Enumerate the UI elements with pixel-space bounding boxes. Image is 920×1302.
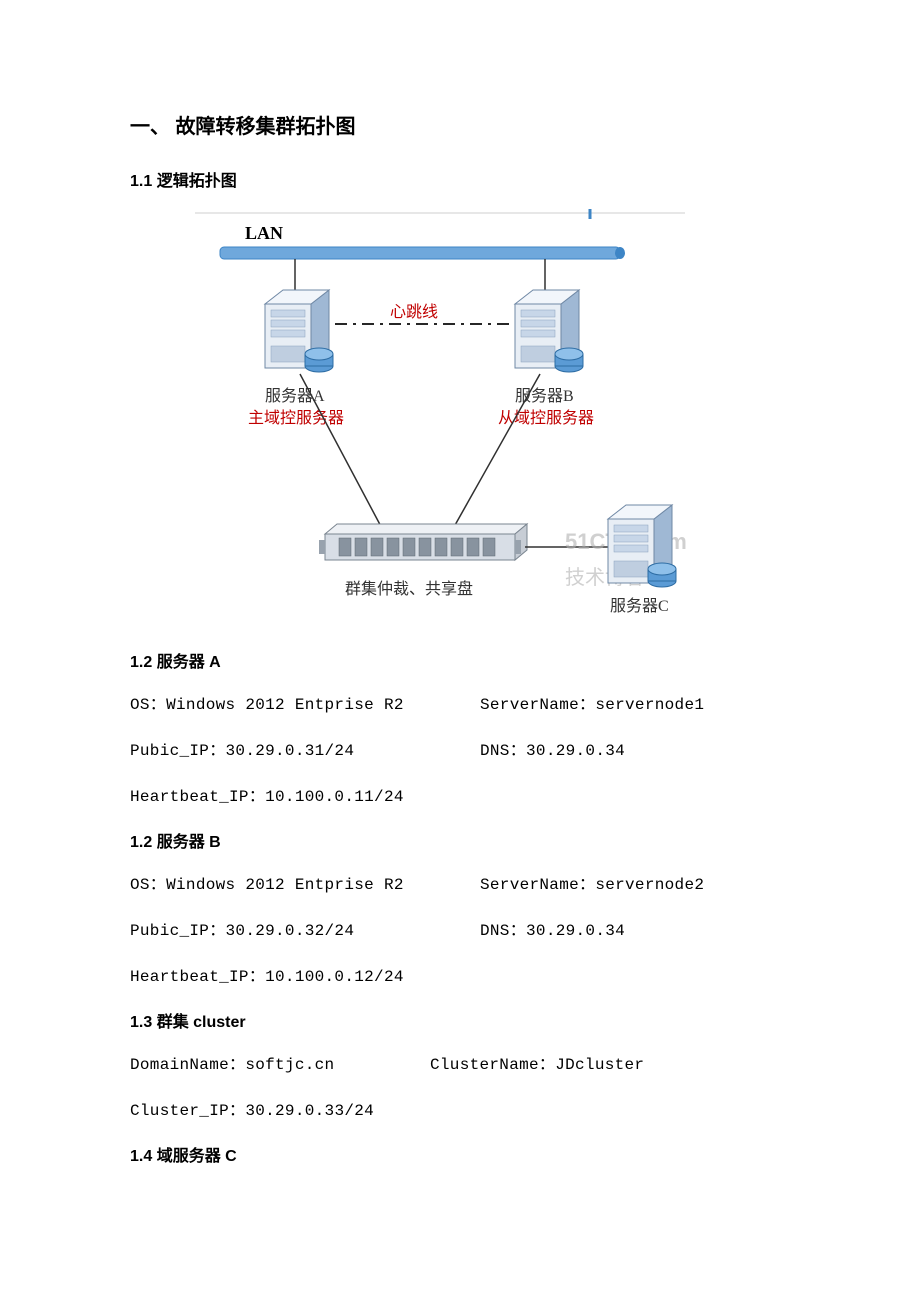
svg-text:服务器A: 服务器A <box>265 387 325 405</box>
page: 一、 故障转移集群拓扑图 1.1 逻辑拓扑图 LAN 心跳线服务器A 主域控服务器服… <box>0 0 920 1224</box>
label: Heartbeat_IP： <box>130 788 265 806</box>
value: 10.100.0.12/24 <box>265 968 404 986</box>
value: servernode1 <box>595 696 704 714</box>
label: ServerName： <box>480 876 595 894</box>
label: Heartbeat_IP： <box>130 968 265 986</box>
svg-text:心跳线: 心跳线 <box>390 303 438 321</box>
main-heading: 一、 故障转移集群拓扑图 <box>130 110 790 139</box>
heading-1-2a: 1.2 服务器 A <box>130 648 790 672</box>
cluster-domain: DomainName：softjc.cn <box>130 1050 430 1074</box>
server-a-row-2: Pubic_IP：30.29.0.31/24 DNS：30.29.0.34 <box>130 736 790 760</box>
topology-diagram: LAN心跳线服务器A主域控服务器服务器B从域控服务器群集仲裁、共享盘51CTO.… <box>190 209 790 624</box>
server-b-hb: Heartbeat_IP：10.100.0.12/24 <box>130 962 790 986</box>
cluster-ip: Cluster_IP：30.29.0.33/24 <box>130 1096 790 1120</box>
server-a-dns: DNS：30.29.0.34 <box>480 736 790 760</box>
server-b-pubip: Pubic_IP：30.29.0.32/24 <box>130 916 480 940</box>
server-a-row-1: OS：Windows 2012 Entprise R2 ServerName：s… <box>130 690 790 714</box>
value: 30.29.0.31/24 <box>226 742 355 760</box>
server-a-name: ServerName：servernode1 <box>480 690 790 714</box>
server-b-dns: DNS：30.29.0.34 <box>480 916 790 940</box>
label: Pubic_IP： <box>130 742 226 760</box>
heading-1-4: 1.4 域服务器 C <box>130 1142 790 1166</box>
label: DNS： <box>480 922 526 940</box>
value: 30.29.0.33/24 <box>245 1102 374 1120</box>
server-a-pubip: Pubic_IP：30.29.0.31/24 <box>130 736 480 760</box>
label: ClusterName： <box>430 1056 555 1074</box>
label: ServerName： <box>480 696 595 714</box>
label: Pubic_IP： <box>130 922 226 940</box>
label: DNS： <box>480 742 526 760</box>
svg-text:LAN: LAN <box>245 223 283 243</box>
server-b-row-1: OS：Windows 2012 Entprise R2 ServerName：s… <box>130 870 790 894</box>
server-b-row-2: Pubic_IP：30.29.0.32/24 DNS：30.29.0.34 <box>130 916 790 940</box>
value: servernode2 <box>595 876 704 894</box>
server-b-name: ServerName：servernode2 <box>480 870 790 894</box>
cluster-name: ClusterName：JDcluster <box>430 1050 790 1074</box>
value: JDcluster <box>555 1056 644 1074</box>
topology-svg: LAN心跳线服务器A主域控服务器服务器B从域控服务器群集仲裁、共享盘51CTO.… <box>190 209 690 619</box>
svg-text:主域控服务器: 主域控服务器 <box>248 409 344 427</box>
value: softjc.cn <box>245 1056 334 1074</box>
label: OS： <box>130 696 166 714</box>
label: Cluster_IP： <box>130 1102 245 1120</box>
label: OS： <box>130 876 166 894</box>
value: Windows 2012 Entprise R2 <box>166 876 404 894</box>
label: DomainName： <box>130 1056 245 1074</box>
value: 10.100.0.11/24 <box>265 788 404 806</box>
server-a-hb: Heartbeat_IP：10.100.0.11/24 <box>130 782 790 806</box>
value: 30.29.0.34 <box>526 742 625 760</box>
svg-text:服务器C: 服务器C <box>610 597 669 615</box>
heading-1-3: 1.3 群集 cluster <box>130 1008 790 1032</box>
value: 30.29.0.34 <box>526 922 625 940</box>
server-a-os: OS：Windows 2012 Entprise R2 <box>130 690 480 714</box>
value: 30.29.0.32/24 <box>226 922 355 940</box>
value: Windows 2012 Entprise R2 <box>166 696 404 714</box>
server-b-os: OS：Windows 2012 Entprise R2 <box>130 870 480 894</box>
cluster-row-1: DomainName：softjc.cn ClusterName：JDclust… <box>130 1050 790 1074</box>
svg-text:群集仲裁、共享盘: 群集仲裁、共享盘 <box>345 579 473 598</box>
heading-1-2b: 1.2 服务器 B <box>130 828 790 852</box>
heading-1-1: 1.1 逻辑拓扑图 <box>130 167 790 191</box>
